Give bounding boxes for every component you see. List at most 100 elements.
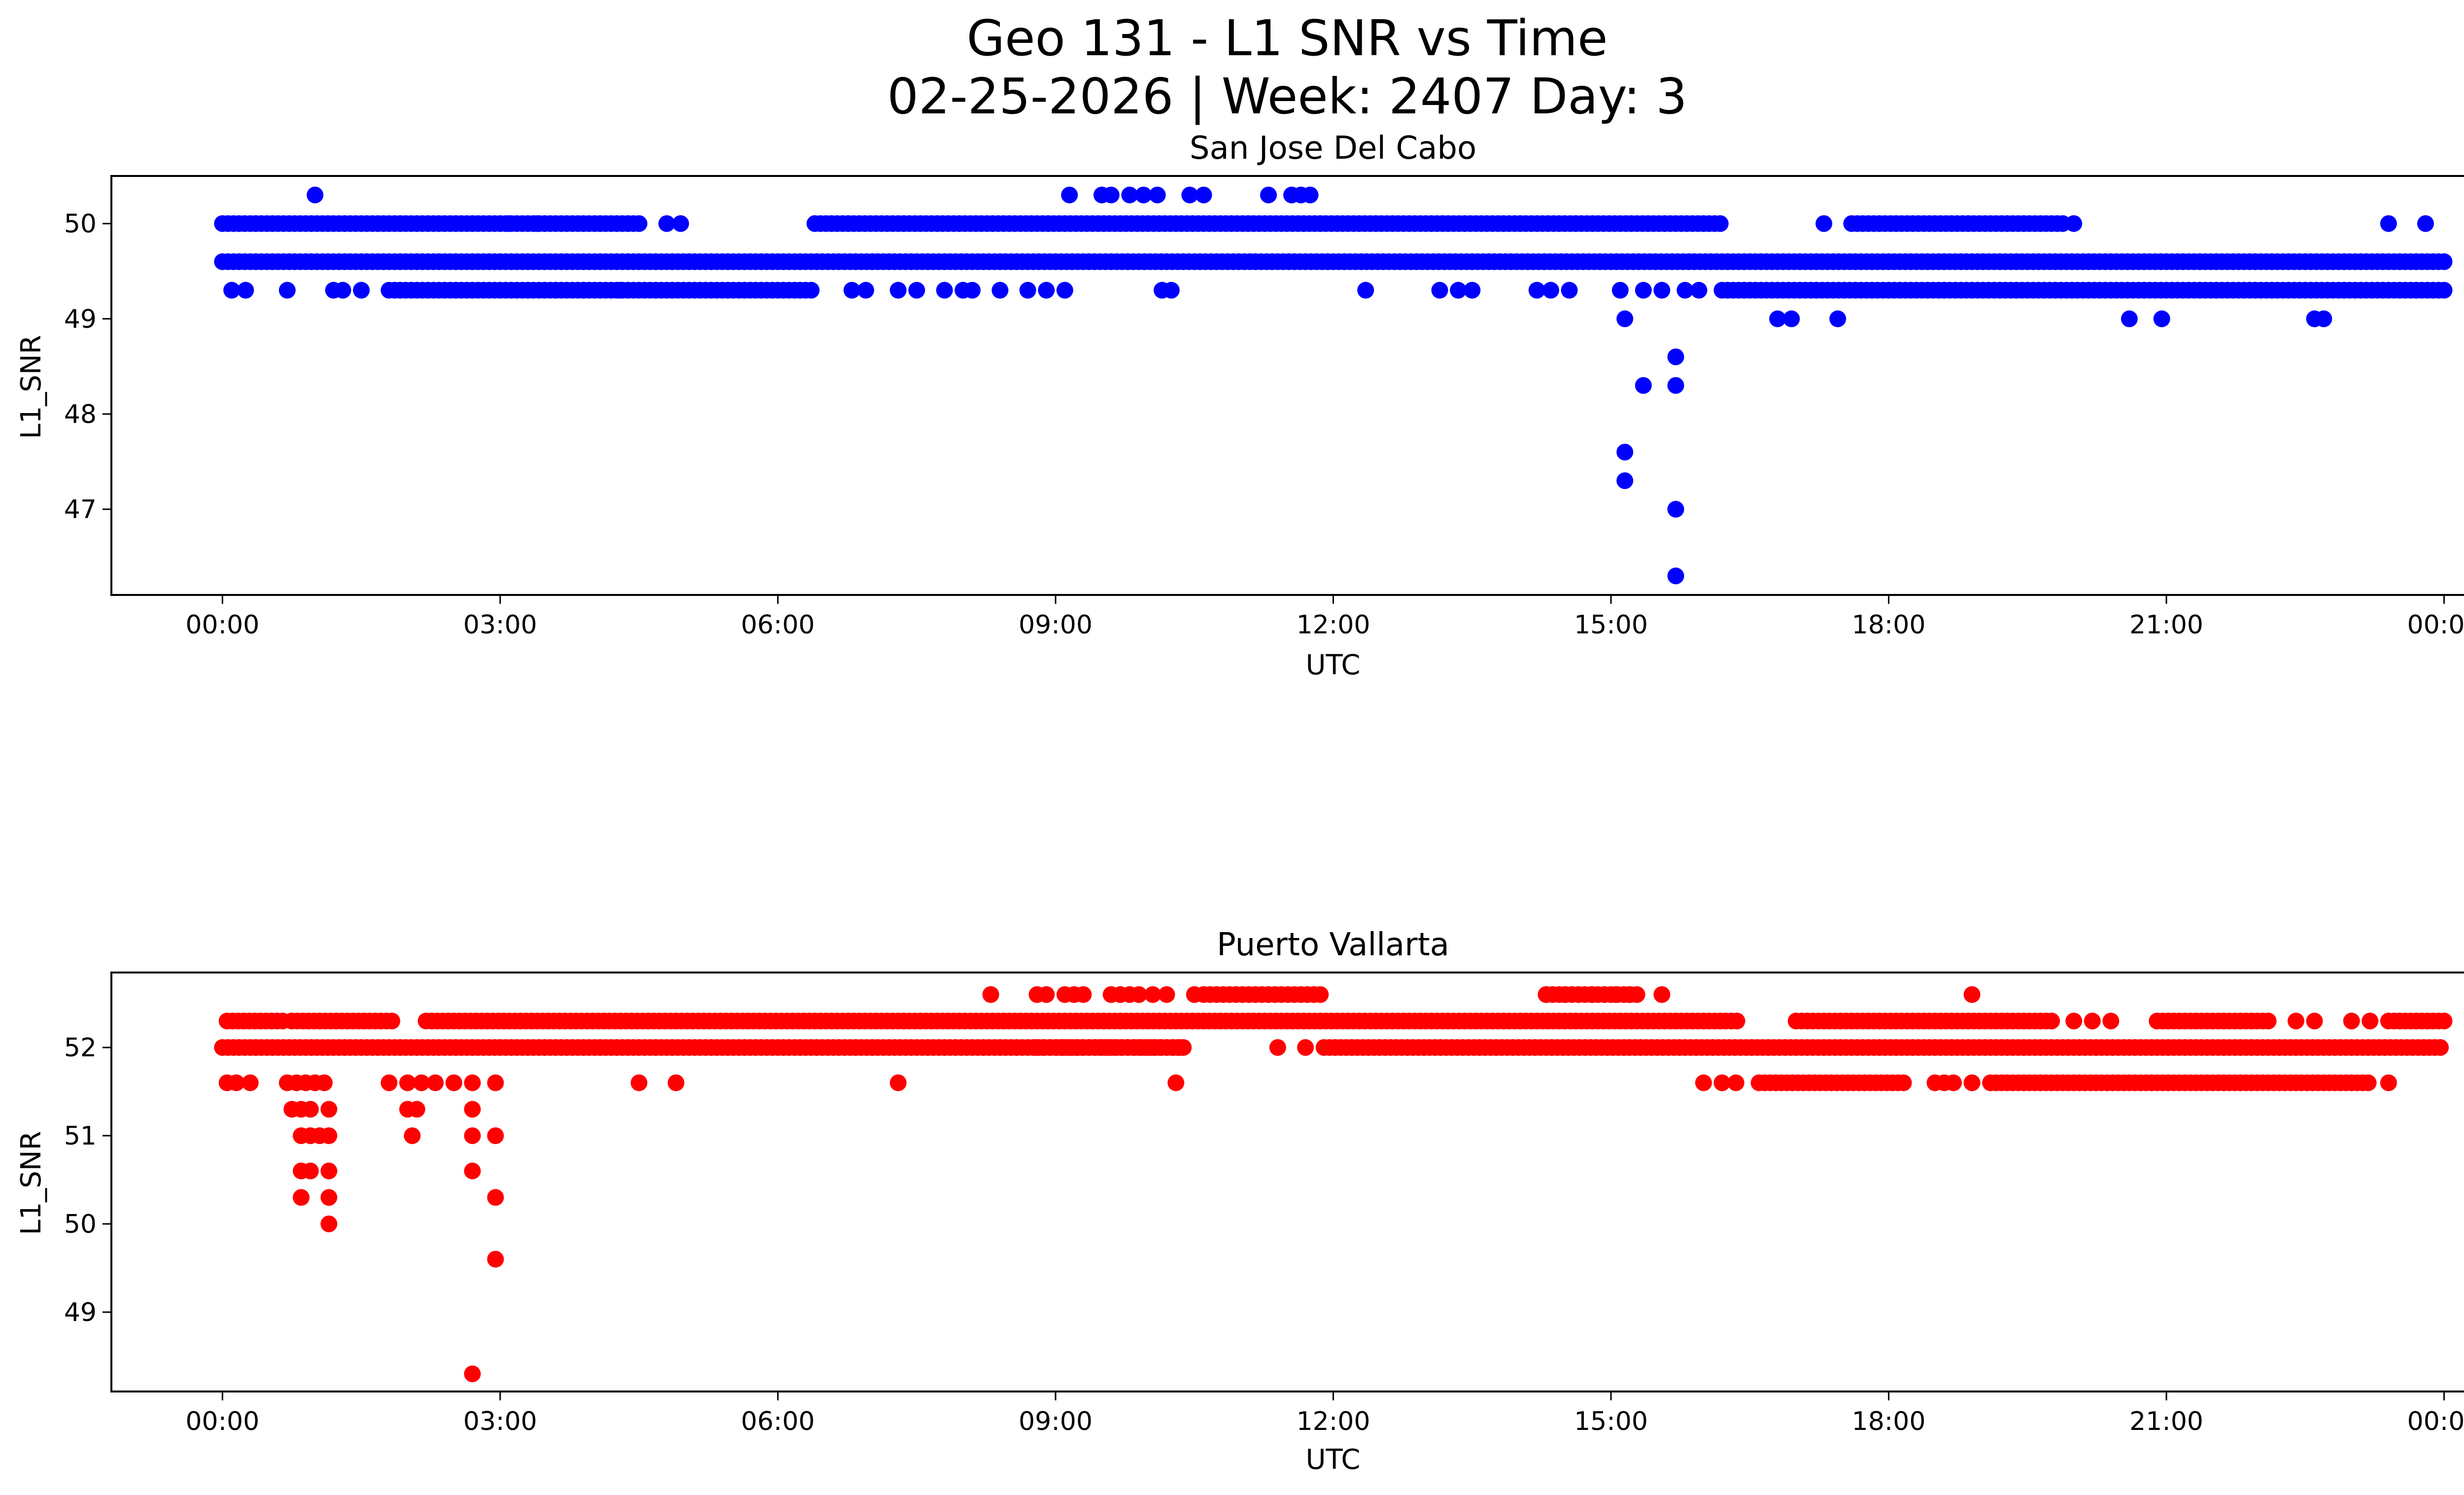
data-point bbox=[228, 1074, 245, 1091]
data-point bbox=[1829, 310, 1847, 327]
x-tick-label: 15:00 bbox=[1574, 610, 1648, 640]
data-point bbox=[1464, 281, 1481, 299]
y-tick-label: 49 bbox=[64, 1298, 97, 1327]
y-axis-label: L1_SNR bbox=[15, 1131, 47, 1235]
data-point bbox=[1061, 186, 1078, 204]
data-point bbox=[487, 1127, 504, 1145]
x-tick-label: 00:00 bbox=[185, 1407, 259, 1436]
data-point bbox=[857, 281, 874, 299]
data-point bbox=[2435, 253, 2453, 270]
data-point bbox=[427, 1074, 444, 1091]
data-point bbox=[2432, 1039, 2449, 1056]
data-point bbox=[1102, 186, 1120, 204]
x-axis-label: UTC bbox=[1305, 649, 1360, 681]
data-point bbox=[334, 281, 351, 299]
x-tick-label: 09:00 bbox=[1019, 1407, 1093, 1436]
data-point bbox=[2288, 1012, 2304, 1030]
data-point bbox=[404, 1127, 421, 1145]
data-point bbox=[320, 1216, 338, 1232]
data-point bbox=[1945, 1074, 1962, 1091]
data-point bbox=[1158, 986, 1175, 1003]
data-point bbox=[2121, 310, 2138, 327]
data-point bbox=[612, 281, 629, 299]
axis-ticks: 00:00 03:00 06:00 09:00 12:00 15:00 18:00 21:00… bbox=[64, 209, 2464, 640]
data-point bbox=[1653, 986, 1671, 1003]
subplot-title: San Jose Del Cabo bbox=[1190, 130, 1476, 167]
data-point bbox=[1621, 986, 1638, 1003]
x-tick-label: 15:00 bbox=[1574, 1407, 1648, 1436]
data-point bbox=[982, 986, 999, 1003]
data-point bbox=[1667, 501, 1684, 518]
data-point bbox=[320, 1101, 338, 1118]
data-point bbox=[908, 281, 925, 299]
data-point bbox=[2380, 1074, 2397, 1091]
y-tick-label: 51 bbox=[64, 1121, 97, 1151]
data-point bbox=[464, 1101, 481, 1118]
data-point bbox=[1616, 444, 1634, 461]
data-point bbox=[1038, 281, 1055, 299]
data-point bbox=[658, 215, 675, 232]
data-point bbox=[1728, 1012, 1745, 1030]
data-point bbox=[1357, 281, 1374, 299]
x-tick-label: 00:00 bbox=[185, 610, 259, 640]
x-tick-label: 21:00 bbox=[2129, 1407, 2203, 1436]
data-point bbox=[1667, 567, 1684, 585]
data-point bbox=[487, 1251, 504, 1268]
figure-title-line1: Geo 131 - L1 SNR vs Time bbox=[967, 9, 1608, 67]
data-point bbox=[2361, 1012, 2379, 1030]
data-point bbox=[1312, 986, 1329, 1003]
data-point bbox=[2417, 215, 2434, 232]
data-point bbox=[1635, 281, 1652, 299]
data-point bbox=[320, 1162, 338, 1180]
data-point bbox=[445, 1074, 462, 1091]
data-point bbox=[1260, 186, 1277, 204]
data-point bbox=[529, 215, 546, 232]
y-tick-label: 50 bbox=[64, 1210, 97, 1239]
x-tick-label: 00:00 bbox=[2407, 610, 2464, 640]
data-point bbox=[963, 281, 981, 299]
data-point bbox=[1149, 186, 1166, 204]
x-tick-label: 03:00 bbox=[463, 1407, 537, 1436]
axis-ticks: 00:00 03:00 06:00 09:00 12:00 15:00 18:00 21:00… bbox=[64, 1033, 2464, 1436]
data-point bbox=[1056, 281, 1073, 299]
data-point bbox=[464, 1127, 481, 1145]
x-tick-label: 03:00 bbox=[463, 610, 537, 640]
data-point bbox=[1667, 377, 1684, 394]
data-point bbox=[1171, 1039, 1188, 1056]
data-point bbox=[1181, 186, 1198, 204]
data-point bbox=[1144, 986, 1162, 1003]
data-point bbox=[1584, 986, 1601, 1003]
data-point bbox=[890, 281, 907, 299]
data-point bbox=[383, 1012, 401, 1030]
data-point bbox=[1538, 986, 1555, 1003]
data-point bbox=[1195, 186, 1212, 204]
data-point bbox=[1653, 281, 1671, 299]
data-point bbox=[2360, 1074, 2377, 1091]
data-point bbox=[487, 1074, 504, 1091]
data-point bbox=[487, 1189, 504, 1206]
y-tick-label: 47 bbox=[64, 495, 97, 524]
x-tick-label: 12:00 bbox=[1297, 610, 1370, 640]
data-point bbox=[630, 1074, 648, 1091]
x-tick-label: 06:00 bbox=[741, 1407, 815, 1436]
plot-puerto-vallarta: Puerto Vallarta 00:00 03:00 06:00 09:00 12:0… bbox=[15, 927, 2464, 1476]
x-tick-label: 09:00 bbox=[1019, 610, 1093, 640]
scatter-marks-puerto-vallarta bbox=[214, 986, 2453, 1383]
data-point bbox=[1301, 186, 1319, 204]
data-point bbox=[1167, 1074, 1185, 1091]
data-point bbox=[302, 1162, 319, 1180]
data-point bbox=[843, 281, 860, 299]
data-point bbox=[1570, 986, 1587, 1003]
data-point bbox=[1616, 310, 1634, 327]
data-point bbox=[1895, 1074, 1912, 1091]
data-point bbox=[2380, 215, 2397, 232]
subplot-title: Puerto Vallarta bbox=[1217, 927, 1449, 963]
data-point bbox=[464, 1074, 481, 1091]
data-point bbox=[1711, 215, 1729, 232]
plot-san-jose-del-cabo: San Jose Del Cabo 00:00 03:00 06:00 09:00 12… bbox=[15, 130, 2464, 681]
data-point bbox=[1616, 472, 1634, 489]
data-point bbox=[1038, 986, 1055, 1003]
data-point bbox=[890, 1074, 907, 1091]
y-tick-label: 50 bbox=[64, 209, 97, 239]
